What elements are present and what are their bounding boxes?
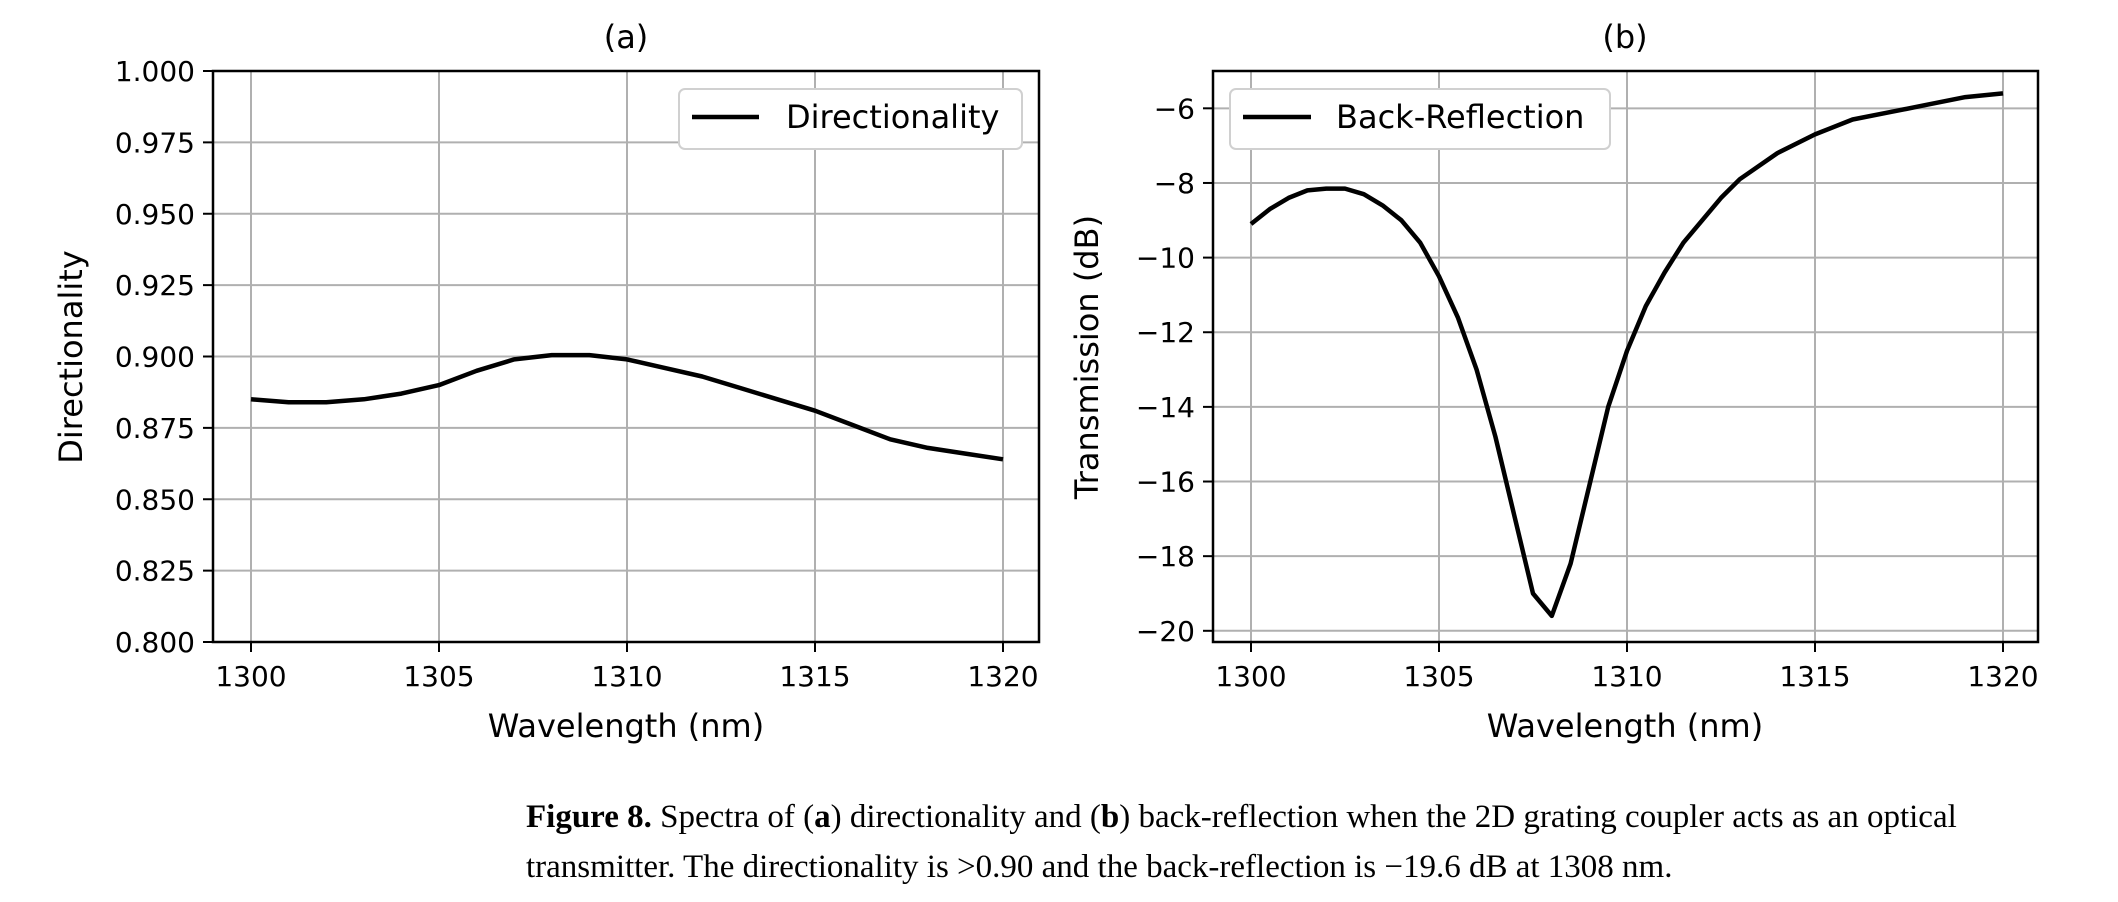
directionality-series-line: [250, 352, 1004, 462]
panel-b-x-tick-label: 1300: [1215, 660, 1286, 693]
figure-canvas: (a) 1300 1305 1310 1315 1320 0.800 0.825 0.850 0…: [52, 18, 2040, 745]
caption-text-1: Spectra of (: [651, 799, 815, 835]
panel-b-y-tick-label: −20: [1136, 615, 1195, 648]
panel-a-title: (a): [604, 18, 649, 56]
panel-b-y-tick-label: −18: [1136, 540, 1195, 573]
panel-a-y-tick-label: 0.825: [115, 555, 195, 588]
panel-b-y-tick-label: −16: [1136, 466, 1195, 499]
panel-a-x-tick-label: 1320: [967, 660, 1038, 693]
panel-b-y-axis-label: Transmission (dB): [1068, 215, 1106, 500]
panel-a-grid: [213, 70, 1039, 643]
panel-b-title: (b): [1602, 18, 1647, 56]
panel-a-y-tick-label: 0.875: [115, 412, 195, 445]
panel-b-legend: Back-Reflection: [1229, 88, 1611, 150]
caption-figure-label: Figure 8.: [526, 799, 652, 835]
panel-b-x-axis-label: Wavelength (nm): [1487, 707, 1763, 745]
panel-a-legend: Directionality: [678, 88, 1023, 150]
panel-a-x-axis-label: Wavelength (nm): [488, 707, 764, 745]
panel-b-y-tick-label: −10: [1136, 242, 1195, 275]
panel-a-x-tick-label: 1300: [215, 660, 286, 693]
panel-b-x-tick-label: 1310: [1591, 660, 1662, 693]
caption-text-2: ) directionality and (: [830, 799, 1101, 835]
panel-a-legend-box: [678, 88, 1023, 150]
panel-a-y-tick-label: 0.850: [115, 483, 195, 516]
figure-caption: Figure 8. Spectra of (a) directionality …: [526, 792, 2106, 892]
panel-a-x-tick-label: 1310: [591, 660, 662, 693]
caption-text-3: ) back-reflection when the 2D grating co…: [526, 799, 1957, 885]
panel-a-y-tick-label: 0.950: [115, 198, 195, 231]
caption-bold-b: b: [1100, 799, 1120, 835]
panel-a-x-tick-label: 1305: [403, 660, 474, 693]
back-reflection-series-line: [1249, 91, 2004, 619]
panel-a-y-axis-label: Directionality: [52, 250, 90, 463]
panel-b-y-tick-label: −12: [1136, 316, 1195, 349]
panel-b-back-reflection: (b) 1300 1305 1310 1315 1320 −20 −18 −16 −14 −12 −…: [1068, 18, 2040, 745]
panel-a-y-tick-label: 1.000: [115, 55, 195, 88]
panel-b-y-tick-label: −14: [1136, 391, 1195, 424]
panel-b-x-tick-label: 1305: [1403, 660, 1474, 693]
panel-b-x-tick-label: 1320: [1967, 660, 2038, 693]
panel-a-y-tick-label: 0.975: [115, 126, 195, 159]
panel-a-legend-label: Directionality: [786, 98, 999, 136]
panel-a-x-tick-label: 1315: [779, 660, 850, 693]
panel-b-y-tick-label: −8: [1154, 167, 1195, 200]
panel-b-grid: [1213, 71, 2038, 642]
panel-a-directionality: (a) 1300 1305 1310 1315 1320 0.800 0.825 0.850 0…: [52, 18, 1041, 745]
panel-a-y-tick-label: 0.925: [115, 269, 195, 302]
panel-b-axis-ticks: 1300 1305 1310 1315 1320 −20 −18 −16 −14 −12 −10 −8…: [1136, 92, 2039, 693]
panel-a-y-tick-label: 0.800: [115, 626, 195, 659]
panel-b-x-tick-label: 1315: [1779, 660, 1850, 693]
panel-a-axis-ticks: 1300 1305 1310 1315 1320 0.800 0.825 0.850 0.875…: [115, 55, 1039, 693]
caption-bold-a: a: [814, 799, 831, 835]
panel-b-plot-frame: [1211, 69, 2040, 644]
panel-a-y-tick-label: 0.900: [115, 341, 195, 374]
panel-b-y-tick-label: −6: [1154, 92, 1195, 125]
panel-b-legend-box: [1229, 88, 1611, 150]
panel-b-legend-label: Back-Reflection: [1336, 98, 1584, 136]
